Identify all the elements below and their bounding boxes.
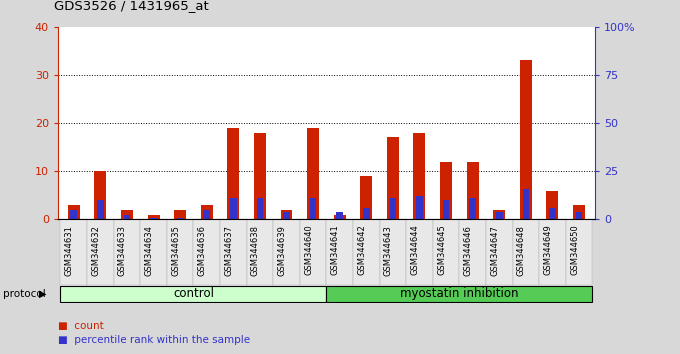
Bar xyxy=(326,286,592,302)
Bar xyxy=(150,218,157,219)
Bar xyxy=(61,286,326,302)
Bar xyxy=(432,219,460,285)
Text: GSM344633: GSM344633 xyxy=(118,225,127,276)
Text: ▶: ▶ xyxy=(39,289,47,299)
Bar xyxy=(522,189,529,219)
Text: GSM344642: GSM344642 xyxy=(357,225,367,275)
Bar xyxy=(443,200,449,219)
Text: GSM344637: GSM344637 xyxy=(224,225,233,276)
Bar xyxy=(496,212,503,219)
Bar xyxy=(513,219,539,285)
Bar xyxy=(466,161,479,219)
Text: GSM344641: GSM344641 xyxy=(330,225,340,275)
Bar xyxy=(387,137,399,219)
Text: GSM344645: GSM344645 xyxy=(437,225,446,275)
Bar xyxy=(124,215,131,219)
Bar xyxy=(167,219,193,285)
Text: GSM344639: GSM344639 xyxy=(277,225,286,276)
Bar xyxy=(566,219,592,285)
Bar xyxy=(87,219,114,285)
Bar xyxy=(334,215,345,219)
Text: GSM344644: GSM344644 xyxy=(411,225,420,275)
Bar xyxy=(273,219,300,285)
Text: ■  count: ■ count xyxy=(58,321,103,331)
Bar xyxy=(307,128,319,219)
Bar xyxy=(68,205,80,219)
Bar xyxy=(413,133,426,219)
Bar xyxy=(390,198,396,219)
Bar xyxy=(493,210,505,219)
Bar xyxy=(61,219,87,285)
Bar xyxy=(114,219,140,285)
Bar xyxy=(337,212,343,219)
Text: GSM344648: GSM344648 xyxy=(517,225,526,276)
Text: GSM344647: GSM344647 xyxy=(490,225,499,276)
Bar xyxy=(460,219,486,285)
Text: GDS3526 / 1431965_at: GDS3526 / 1431965_at xyxy=(54,0,209,12)
Bar xyxy=(406,219,432,285)
Bar xyxy=(71,210,77,219)
Bar xyxy=(256,198,263,219)
Text: GSM344646: GSM344646 xyxy=(464,225,473,276)
Text: GSM344632: GSM344632 xyxy=(91,225,101,276)
Bar xyxy=(148,215,160,219)
Bar xyxy=(416,196,423,219)
Bar xyxy=(520,60,532,219)
Text: GSM344649: GSM344649 xyxy=(543,225,552,275)
Bar xyxy=(95,171,106,219)
Bar xyxy=(573,205,585,219)
Bar xyxy=(353,219,379,285)
Bar xyxy=(203,210,210,219)
Bar xyxy=(283,212,290,219)
Bar xyxy=(97,200,103,219)
Bar xyxy=(310,198,316,219)
Bar xyxy=(254,133,266,219)
Text: control: control xyxy=(173,287,214,300)
Bar xyxy=(220,219,247,285)
Bar xyxy=(547,190,558,219)
Bar xyxy=(140,219,167,285)
Bar xyxy=(576,212,582,219)
Bar xyxy=(469,198,476,219)
Bar xyxy=(326,219,353,285)
Bar xyxy=(549,208,556,219)
Text: GSM344640: GSM344640 xyxy=(304,225,313,275)
Bar xyxy=(379,219,406,285)
Bar xyxy=(360,176,372,219)
Bar xyxy=(440,161,452,219)
Text: GSM344634: GSM344634 xyxy=(145,225,154,276)
Bar xyxy=(281,210,292,219)
Text: GSM344643: GSM344643 xyxy=(384,225,393,276)
Bar xyxy=(486,219,513,285)
Bar xyxy=(539,219,566,285)
Bar xyxy=(227,128,239,219)
Bar xyxy=(193,219,220,285)
Text: GSM344636: GSM344636 xyxy=(198,225,207,276)
Bar xyxy=(201,205,213,219)
Bar xyxy=(174,210,186,219)
Bar xyxy=(177,218,184,219)
Text: GSM344638: GSM344638 xyxy=(251,225,260,276)
Text: GSM344635: GSM344635 xyxy=(171,225,180,276)
Text: myostatin inhibition: myostatin inhibition xyxy=(400,287,519,300)
Text: ■  percentile rank within the sample: ■ percentile rank within the sample xyxy=(58,335,250,345)
Bar xyxy=(363,208,370,219)
Bar xyxy=(247,219,273,285)
Bar xyxy=(121,210,133,219)
Bar xyxy=(230,198,237,219)
Text: GSM344650: GSM344650 xyxy=(570,225,579,275)
Text: GSM344631: GSM344631 xyxy=(65,225,73,276)
Text: protocol: protocol xyxy=(3,289,46,299)
Bar xyxy=(300,219,326,285)
